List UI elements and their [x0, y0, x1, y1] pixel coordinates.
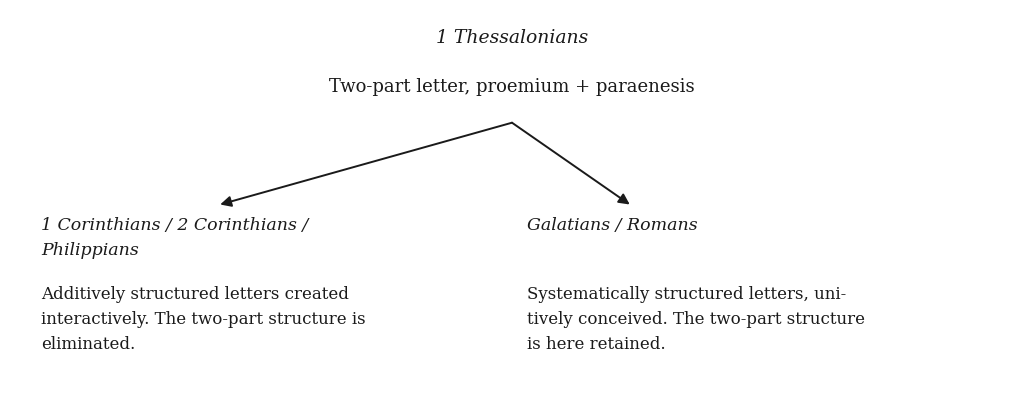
Text: Galatians / Romans: Galatians / Romans: [527, 217, 698, 234]
Text: 1 Thessalonians: 1 Thessalonians: [436, 29, 588, 47]
Text: Systematically structured letters, uni-
tively conceived. The two-part structure: Systematically structured letters, uni- …: [527, 286, 865, 353]
Text: Additively structured letters created
interactively. The two-part structure is
e: Additively structured letters created in…: [41, 286, 366, 353]
Text: 1 Corinthians / 2 Corinthians /
Philippians: 1 Corinthians / 2 Corinthians / Philippi…: [41, 217, 308, 258]
Text: Two-part letter, proemium + paraenesis: Two-part letter, proemium + paraenesis: [329, 78, 695, 96]
